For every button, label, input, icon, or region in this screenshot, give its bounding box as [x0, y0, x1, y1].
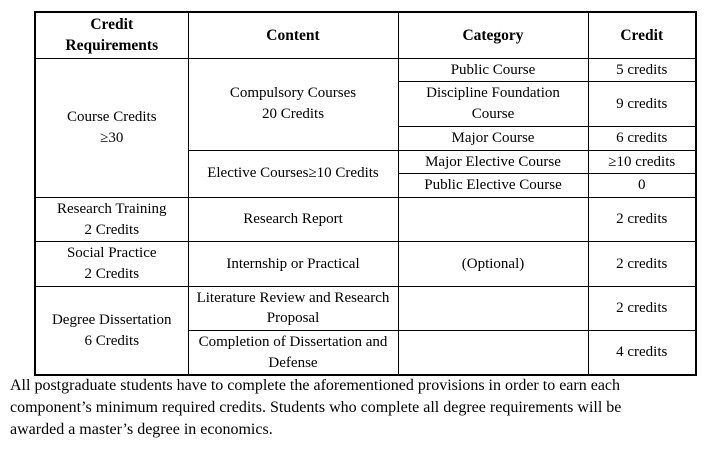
cell-completion-defense-category-empty: [397, 330, 589, 376]
cell-research-report-content: Research Report: [187, 196, 399, 243]
cell-literature-review-category-empty: [397, 285, 589, 332]
cell-compulsory-courses-content: Compulsory Courses 20 Credits: [187, 57, 399, 151]
cell-public-course-category: Public Course: [397, 57, 589, 83]
cell-research-training-requirement: Research Training 2 Credits: [34, 196, 189, 243]
cell-course-credits-requirement: Course Credits ≥30: [34, 57, 189, 198]
table-row: Course Credits ≥30 Compulsory Courses 20…: [34, 57, 697, 198]
cell-public-elective-category: Public Elective Course: [397, 173, 589, 198]
cell-optional-category: (Optional): [397, 241, 589, 287]
cell-literature-review-credit: 2 credits: [587, 285, 697, 332]
cell-elective-courses-content: Elective Courses≥10 Credits: [187, 149, 399, 198]
cell-major-elective-category: Major Elective Course: [397, 149, 589, 175]
cell-major-elective-credit: ≥10 credits: [587, 149, 697, 175]
cell-research-category-empty: [397, 196, 589, 243]
cell-completion-defense-content: Completion of Dissertation and Defense: [187, 330, 399, 376]
header-category: Category: [397, 11, 589, 59]
credit-requirements-table: Credit Requirements Content Category Cre…: [34, 11, 697, 377]
header-credit-requirements: Credit Requirements: [34, 11, 189, 59]
table-row: Research Training 2 Credits Research Rep…: [34, 196, 697, 243]
cell-research-credit: 2 credits: [587, 196, 697, 243]
cell-discipline-foundation-credit: 9 credits: [587, 81, 697, 127]
table-row: Degree Dissertation 6 Credits Literature…: [34, 285, 697, 376]
cell-discipline-foundation-category: Discipline Foundation Course: [397, 81, 589, 127]
table-row: Completion of Dissertation and Defense 4…: [35, 330, 697, 376]
footnote-paragraph: All postgraduate students have to comple…: [10, 377, 622, 438]
cell-completion-defense-credit: 4 credits: [587, 330, 697, 376]
cell-literature-review-content: Literature Review and Research Proposal: [187, 285, 399, 332]
cell-degree-dissertation-requirement: Degree Dissertation 6 Credits: [34, 285, 189, 376]
table-header-row: Credit Requirements Content Category Cre…: [34, 11, 697, 59]
cell-internship-content: Internship or Practical: [187, 241, 399, 287]
table-row: Public Elective Course 0: [35, 173, 697, 198]
table-row: Discipline Foundation Course 9 credits: [35, 81, 697, 127]
cell-public-elective-credit: 0: [587, 173, 697, 198]
table-row: Social Practice 2 Credits Internship or …: [34, 241, 697, 287]
cell-major-course-category: Major Course: [397, 125, 589, 151]
header-content: Content: [187, 11, 399, 59]
cell-social-practice-requirement: Social Practice 2 Credits: [34, 241, 189, 287]
cell-social-practice-credit: 2 credits: [587, 241, 697, 287]
cell-major-course-credit: 6 credits: [587, 125, 697, 151]
cell-public-course-credit: 5 credits: [587, 57, 697, 83]
header-credit: Credit: [587, 11, 697, 59]
